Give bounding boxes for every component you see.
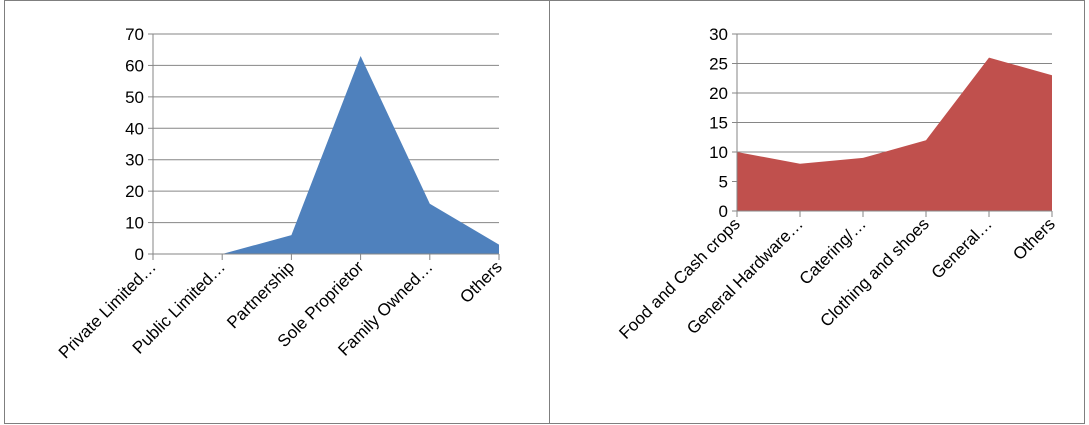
data-point bbox=[497, 243, 501, 247]
x-tick-label: Food and Cash crops bbox=[615, 214, 743, 342]
x-tick-label: Clothing and shoes bbox=[816, 214, 932, 330]
y-tick-label: 10 bbox=[709, 143, 728, 162]
data-point bbox=[924, 138, 928, 142]
y-tick-label: 0 bbox=[719, 202, 728, 221]
data-point bbox=[289, 233, 293, 237]
y-tick-label: 20 bbox=[125, 182, 144, 201]
y-tick-label: 20 bbox=[709, 84, 728, 103]
area-series-fill bbox=[153, 56, 499, 254]
y-tick-label: 50 bbox=[125, 88, 144, 107]
x-tick-label: General Hardware… bbox=[683, 214, 807, 338]
data-point bbox=[861, 156, 865, 160]
x-tick-label: Others bbox=[456, 257, 506, 307]
y-tick-label: 30 bbox=[709, 25, 728, 44]
y-tick-label: 70 bbox=[125, 25, 144, 44]
data-point bbox=[987, 56, 991, 60]
area-series-fill bbox=[737, 57, 1052, 211]
y-tick-label: 25 bbox=[709, 55, 728, 74]
y-tick-label: 10 bbox=[125, 214, 144, 233]
y-tick-label: 40 bbox=[125, 119, 144, 138]
data-point bbox=[428, 202, 432, 206]
x-tick-label: General… bbox=[928, 214, 996, 282]
x-tick-label: Partnership bbox=[223, 257, 298, 332]
y-tick-label: 0 bbox=[135, 245, 144, 264]
y-tick-label: 5 bbox=[719, 173, 728, 192]
y-tick-label: 30 bbox=[125, 151, 144, 170]
data-point bbox=[735, 150, 739, 154]
y-tick-label: 15 bbox=[709, 114, 728, 133]
chart-panel-business-sector: 0 5 10 15 20 25 30 Food and Cash crops General H… bbox=[549, 0, 1085, 424]
chart-panel-business-type: 0 10 20 30 40 50 60 70 Private Limited… Public Li… bbox=[4, 0, 550, 424]
data-point bbox=[359, 54, 363, 58]
y-tick-label: 60 bbox=[125, 56, 144, 75]
data-point bbox=[1050, 73, 1054, 77]
x-tick-label: Others bbox=[1009, 214, 1059, 264]
data-point bbox=[798, 162, 802, 166]
